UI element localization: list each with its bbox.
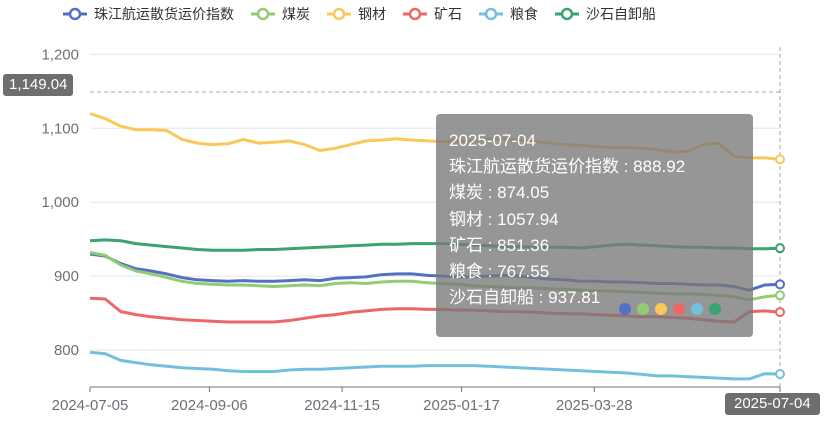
tooltip-label: 粮食 — [449, 262, 483, 282]
legend-line-icon — [327, 7, 351, 21]
legend-item[interactable]: 钢材 — [326, 4, 386, 24]
tooltip-row: 钢材 : 1057.94 — [449, 209, 559, 229]
legend-label: 煤炭 — [282, 6, 310, 22]
legend-line-icon — [251, 7, 275, 21]
legend-label: 矿石 — [434, 6, 462, 22]
y-tick-label: 900 — [54, 268, 79, 285]
legend-item[interactable]: 矿石 — [402, 4, 462, 24]
tooltip-label: 珠江航运散货运价指数 — [449, 157, 619, 177]
legend-line-icon — [555, 7, 579, 21]
y-tick-label: 1,200 — [41, 46, 79, 63]
tooltip-label: 钢材 — [449, 209, 483, 229]
legend-line-icon — [63, 7, 87, 21]
tooltip-value: 874.05 — [497, 183, 550, 203]
tooltip-series-dots — [619, 303, 721, 315]
tooltip-row: 矿石 : 851.36 — [449, 235, 550, 255]
tooltip-value: 1057.94 — [497, 209, 559, 229]
x-crosshair-label: 2025-07-04 — [725, 393, 820, 415]
series-color-dot — [619, 303, 631, 315]
legend-item[interactable]: 沙石自卸船 — [554, 4, 656, 24]
tooltip-label: 煤炭 — [449, 183, 483, 203]
series-endpoint-5 — [775, 369, 785, 380]
x-tick-label: 2024-07-05 — [52, 397, 129, 414]
tooltip-row: 煤炭 : 874.05 — [449, 183, 550, 203]
tooltip-label: 矿石 — [449, 235, 483, 255]
tooltip-value: 937.81 — [548, 288, 601, 308]
tooltip-row: 沙石自卸船 : 937.81 — [449, 288, 601, 308]
tooltip-value: 888.92 — [633, 157, 686, 177]
legend-label: 粮食 — [510, 6, 538, 22]
tooltip-row: 粮食 : 767.55 — [449, 262, 550, 282]
series-endpoint-4 — [775, 307, 785, 318]
series-color-dot — [655, 303, 667, 315]
series-endpoint-2 — [775, 290, 785, 301]
legend-item[interactable]: 煤炭 — [250, 4, 310, 24]
series-color-dot — [709, 303, 721, 315]
tooltip-label: 沙石自卸船 — [449, 288, 534, 308]
series-color-dot — [637, 303, 649, 315]
y-tick-label: 800 — [54, 342, 79, 359]
series-endpoint-6 — [775, 243, 785, 254]
y-crosshair-label: 1,149.04 — [3, 74, 74, 96]
legend-label: 沙石自卸船 — [586, 6, 656, 22]
series-color-dot — [691, 303, 703, 315]
x-tick-label: 2025-01-17 — [423, 397, 500, 414]
y-tick-label: 1,000 — [41, 194, 79, 211]
series-line-5 — [89, 350, 781, 381]
legend-item[interactable]: 粮食 — [478, 4, 538, 24]
tooltip-value: 851.36 — [497, 235, 550, 255]
tooltip-value: 767.55 — [497, 262, 550, 282]
x-tick-label: 2024-11-15 — [304, 397, 380, 414]
y-tick-label: 1,100 — [41, 120, 79, 137]
legend-label: 珠江航运散货运价指数 — [94, 6, 234, 22]
series-endpoint-1 — [775, 279, 785, 290]
chart-tooltip: 2025-07-04 珠江航运散货运价指数 : 888.92 煤炭 : 874.0… — [436, 114, 753, 337]
series-color-dot — [673, 303, 685, 315]
x-tick-label: 2025-03-28 — [556, 397, 633, 414]
tooltip-date: 2025-07-04 — [449, 131, 536, 150]
legend-line-icon — [403, 7, 427, 21]
legend-label: 钢材 — [358, 6, 386, 22]
tooltip-row: 珠江航运散货运价指数 : 888.92 — [449, 157, 686, 177]
chart-legend: 珠江航运散货运价指数 煤炭 钢材 矿石 粮食 沙石自卸船 — [62, 4, 656, 24]
legend-item[interactable]: 珠江航运散货运价指数 — [62, 4, 234, 24]
series-endpoint-3 — [775, 154, 785, 165]
legend-line-icon — [479, 7, 503, 21]
x-tick-label: 2024-09-06 — [171, 397, 248, 414]
